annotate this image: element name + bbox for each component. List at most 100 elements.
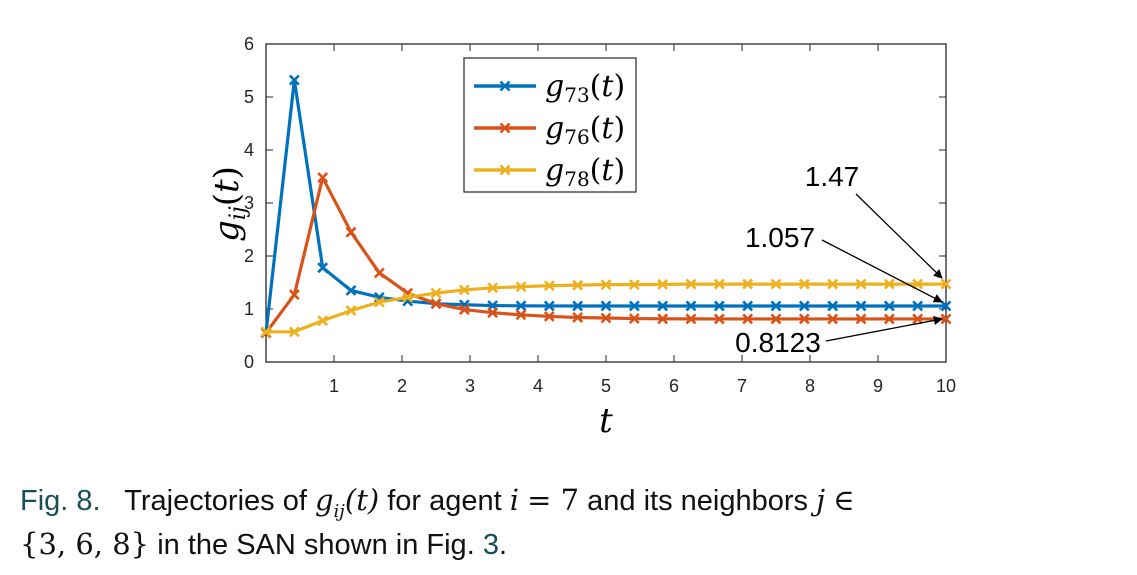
annotation-arrow <box>825 316 943 342</box>
legend-label: g73(t) <box>545 69 625 107</box>
data-point <box>912 300 924 312</box>
data-point <box>685 300 697 312</box>
x-tick-label: 7 <box>737 376 747 396</box>
legend-swatch-marker <box>499 122 511 134</box>
y-axis-label: gij(t) <box>207 166 251 242</box>
series-g76t <box>260 172 952 339</box>
annotation-label: 1.47 <box>805 161 860 192</box>
data-point <box>288 74 300 86</box>
data-point <box>487 282 499 294</box>
legend-item: g73(t) <box>474 69 625 107</box>
caption-label: Fig. 8. <box>20 485 101 517</box>
data-point <box>713 278 725 290</box>
data-point <box>345 305 357 317</box>
data-point <box>288 326 300 338</box>
x-tick-label: 1 <box>329 376 339 396</box>
data-point <box>713 313 725 325</box>
series-g78t <box>260 278 952 338</box>
data-point <box>798 313 810 325</box>
data-point <box>600 300 612 312</box>
data-point <box>742 313 754 325</box>
data-point <box>742 278 754 290</box>
data-point <box>883 313 895 325</box>
data-point <box>373 296 385 308</box>
data-point <box>883 278 895 290</box>
caption-fig-ref[interactable]: 3 <box>482 528 499 561</box>
x-tick-label: 10 <box>936 376 956 396</box>
x-tick-label: 6 <box>669 376 679 396</box>
data-point <box>855 278 867 290</box>
data-point <box>770 278 782 290</box>
y-tick-label: 0 <box>244 352 254 372</box>
data-point <box>912 278 924 290</box>
data-point <box>543 280 555 292</box>
data-point <box>430 287 442 299</box>
caption-math-i-value: = 7 <box>527 483 580 517</box>
x-tick-label: 5 <box>601 376 611 396</box>
data-point <box>628 300 640 312</box>
annotation-arrow <box>855 193 943 279</box>
y-tick-label: 4 <box>244 140 254 160</box>
data-point <box>600 279 612 291</box>
data-point <box>345 285 357 296</box>
caption-set: {3, 6, 8} <box>20 526 150 561</box>
figure-caption: Fig. 8. Trajectories of gij(t) for agent… <box>20 484 1130 561</box>
data-point <box>288 289 300 301</box>
data-point <box>770 300 782 312</box>
data-point <box>572 300 584 312</box>
x-axis-label: t <box>599 401 613 441</box>
caption-text-1: Trajectories of <box>124 485 307 517</box>
data-point <box>912 313 924 325</box>
data-point <box>883 300 895 312</box>
x-tick-label: 2 <box>397 376 407 396</box>
data-point <box>657 313 669 325</box>
data-point <box>515 281 527 293</box>
data-point <box>827 300 839 312</box>
data-point <box>572 279 584 291</box>
caption-math-i: i <box>509 483 520 517</box>
x-tick-label: 8 <box>805 376 815 396</box>
data-point <box>940 278 952 290</box>
data-point <box>827 278 839 290</box>
annotation-g78t: 1.47 <box>805 161 943 279</box>
data-point <box>742 300 754 312</box>
data-point <box>798 300 810 312</box>
data-point <box>430 298 442 310</box>
data-point <box>657 278 669 290</box>
data-point <box>487 307 499 319</box>
annotation-g76t: 0.8123 <box>735 316 943 358</box>
series-layer <box>260 74 952 339</box>
caption-text-3: and its neighbors <box>587 485 809 517</box>
data-point <box>628 279 640 291</box>
data-point <box>827 313 839 325</box>
caption-text-2: for agent <box>387 485 502 517</box>
data-point <box>713 300 725 312</box>
data-point <box>855 300 867 312</box>
data-point <box>543 311 555 322</box>
y-tick-label: 3 <box>244 193 254 213</box>
x-tick-label: 3 <box>465 376 475 396</box>
data-point <box>855 313 867 325</box>
annotation-label: 1.057 <box>745 222 815 253</box>
legend: g73(t)g76(t)g78(t) <box>463 57 637 193</box>
data-point <box>657 300 669 312</box>
caption-math-j: j <box>816 483 826 517</box>
caption-end: . <box>498 528 508 561</box>
data-point <box>685 313 697 325</box>
data-point <box>515 309 527 321</box>
data-point <box>458 284 470 296</box>
data-point <box>940 300 952 312</box>
data-point <box>402 291 414 303</box>
data-point <box>373 267 385 279</box>
data-point <box>317 262 329 274</box>
data-point <box>798 278 810 290</box>
data-point <box>628 313 640 324</box>
annotation-g73t: 1.057 <box>745 222 943 303</box>
x-tick-label: 9 <box>873 376 883 396</box>
data-point <box>600 312 612 324</box>
legend-swatch-marker <box>499 80 511 92</box>
annotation-label: 0.8123 <box>735 327 821 358</box>
data-point <box>260 326 272 338</box>
y-tick-label: 1 <box>244 299 254 319</box>
x-tick-label: 4 <box>533 376 543 396</box>
